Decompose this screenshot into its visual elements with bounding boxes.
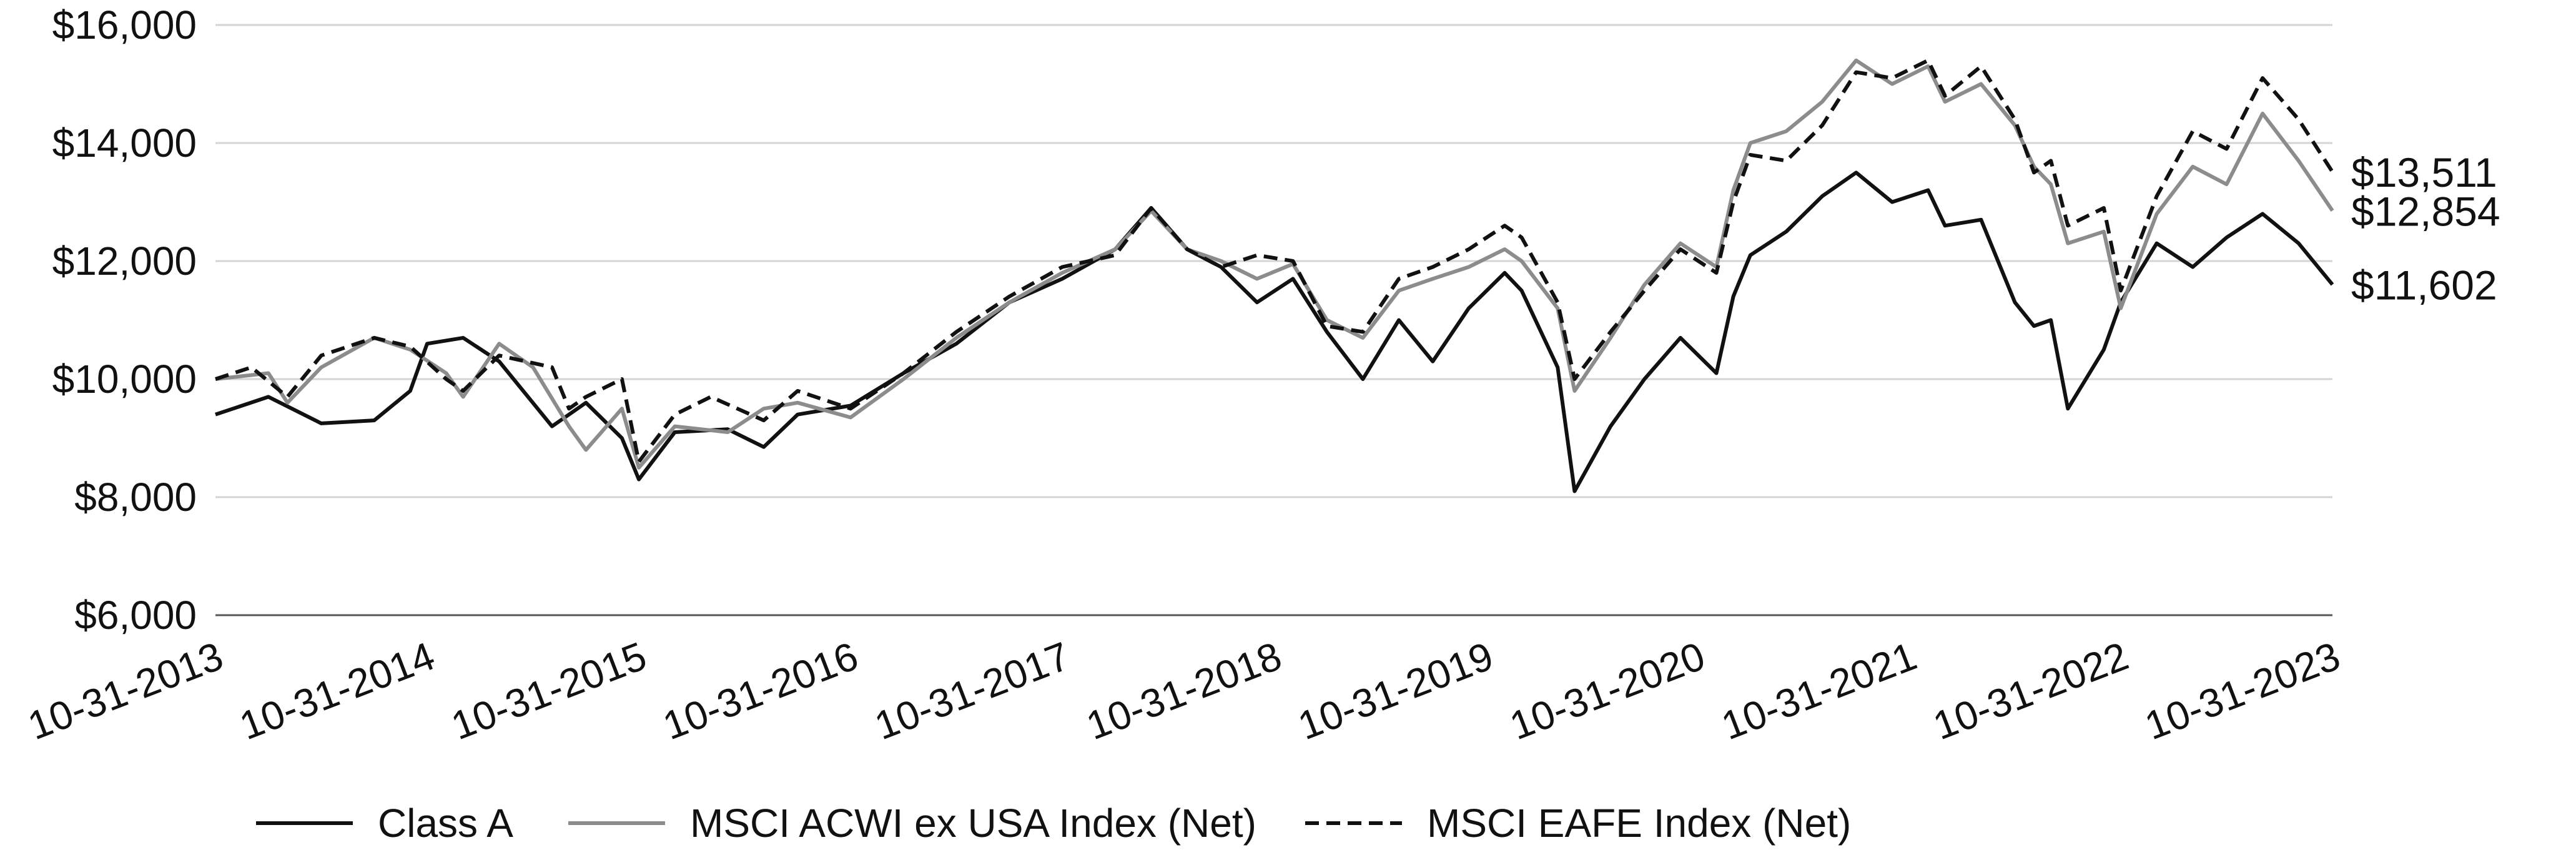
x-tick-label: 10-31-2019 bbox=[1292, 633, 1499, 749]
x-tick-label: 10-31-2020 bbox=[1504, 633, 1710, 749]
legend-label: Class A bbox=[378, 801, 513, 846]
y-tick-label: $6,000 bbox=[74, 593, 197, 638]
x-tick-label: 10-31-2023 bbox=[2139, 633, 2346, 749]
grid-lines bbox=[215, 24, 2332, 616]
series-line-0 bbox=[215, 171, 2334, 493]
legend: Class A MSCI ACWI ex USA Index (Net) MSCI … bbox=[256, 801, 1851, 846]
x-axis-ticks: 10-31-2013 10-31-2014 10-31-2015 10-31-2016… bbox=[22, 633, 2346, 749]
legend-label: MSCI EAFE Index (Net) bbox=[1427, 801, 1851, 846]
y-axis-ticks: $6,000 $8,000 $10,000 $12,000 $14,000 $16,000 bbox=[52, 2, 197, 638]
x-tick-label: 10-31-2021 bbox=[1715, 633, 1922, 749]
x-tick-label: 10-31-2014 bbox=[234, 633, 440, 749]
y-tick-label: $8,000 bbox=[74, 475, 197, 520]
x-tick-label: 10-31-2016 bbox=[657, 633, 864, 749]
y-tick-label: $16,000 bbox=[52, 2, 197, 47]
series-line-1 bbox=[215, 58, 2334, 470]
series-lines bbox=[215, 58, 2334, 493]
series-line-2 bbox=[215, 58, 2334, 464]
end-value-label: $13,511 bbox=[2351, 149, 2497, 195]
x-tick-label: 10-31-2017 bbox=[869, 633, 1075, 749]
x-tick-label: 10-31-2018 bbox=[1080, 633, 1287, 749]
y-tick-label: $10,000 bbox=[52, 357, 197, 402]
end-value-label: $12,854 bbox=[2351, 188, 2500, 234]
x-tick-label: 10-31-2022 bbox=[1927, 633, 2134, 749]
end-value-label: $11,602 bbox=[2351, 262, 2497, 309]
x-tick-label: 10-31-2015 bbox=[445, 633, 652, 749]
legend-label: MSCI ACWI ex USA Index (Net) bbox=[690, 801, 1256, 846]
y-tick-label: $12,000 bbox=[52, 239, 197, 284]
x-tick-label: 10-31-2013 bbox=[22, 633, 229, 749]
y-tick-label: $14,000 bbox=[52, 121, 197, 166]
end-value-labels: $11,602 $12,854$13,511 bbox=[2351, 149, 2500, 308]
